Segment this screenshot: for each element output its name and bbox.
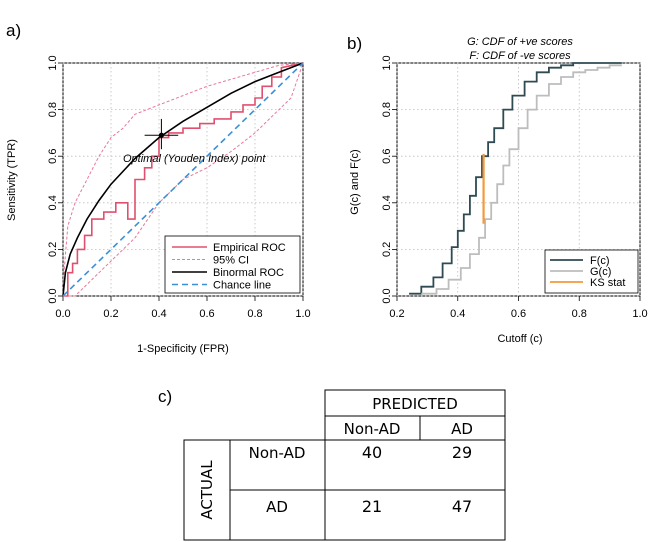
roc-ytick-label: 0.6 [47,149,59,164]
roc-ytick-label: 0.4 [47,195,59,210]
roc-ticks: 0.0 0.2 0.4 0.6 0.8 1.0 0.0 0.2 0.4 0.6 0.8 1.0 [47,55,311,320]
cdf-series [409,62,622,295]
panel-label-c: c) [158,387,172,406]
roc-chart: 0.0 0.2 0.4 0.6 0.8 1.0 0.0 0.2 0.4 0.6 0.8 1.0 Opt… [6,55,311,355]
cdf-xtick-label: 0.2 [389,308,404,320]
roc-legend-label: 95% CI [213,255,249,267]
roc-ytick-label: 0.0 [47,288,59,303]
roc-optimal-marker [158,132,164,138]
confusion-matrix: PREDICTED Non-AD AD ACTUAL Non-AD AD 40 … [183,389,506,541]
roc-xtick-label: 0.0 [55,308,70,320]
cdf-subtitle: F: CDF of -ve scores [469,50,571,62]
cm-actual-label: ACTUAL [198,460,216,520]
roc-legend-label: Chance line [213,280,271,292]
panel-label-a: a) [6,21,21,40]
cdf-legend-box [544,249,639,294]
roc-ci-upper-line [62,62,304,285]
roc-empirical-line [63,62,304,297]
cdf-g-line [421,64,622,295]
roc-ylabel: Sensitivity (TPR) [6,139,18,221]
cdf-ytick-label: 0.0 [381,288,393,303]
cdf-xtick-label: 0.6 [511,308,526,320]
cdf-xtick-label: 0.8 [572,308,587,320]
roc-xtick-label: 0.8 [247,308,262,320]
roc-xtick-label: 0.2 [103,308,118,320]
cm-cell-ad-nonad: 21 [362,497,382,516]
roc-xtick-label: 0.4 [151,308,166,320]
cdf-ylabel: G(c) and F(c) [349,149,361,214]
cm-row-label-non-ad: Non-AD [249,444,306,462]
roc-ytick-label: 1.0 [47,55,59,70]
roc-xtick-label: 0.6 [199,308,214,320]
roc-xtick-label: 1.0 [295,308,310,320]
cdf-title: G: CDF of +ve scores [467,36,573,48]
cdf-ytick-label: 0.8 [381,102,393,117]
roc-ytick-label: 0.2 [47,242,59,257]
cdf-ytick-label: 1.0 [381,55,393,70]
cm-predicted-label: PREDICTED [372,395,458,413]
roc-chance-line [62,62,304,297]
cdf-chart: G: CDF of +ve scores F: CDF of -ve score… [349,36,648,345]
roc-ci-lower-line [63,62,304,297]
cdf-legend-label: F(c) [590,255,610,267]
cdf-xtick-label: 1.0 [632,308,647,320]
cm-cell-ad-ad: 47 [452,497,472,516]
cdf-legend: F(c)G(c)KS stat [544,249,639,294]
cdf-ytick-label: 0.4 [381,195,393,210]
cdf-ticks: 0.2 0.4 0.6 0.8 1.0 0.0 0.2 0.4 0.6 0.8 1.0 [381,55,648,320]
cdf-ytick-label: 0.2 [381,242,393,257]
roc-binormal-line [62,62,304,297]
cm-col-label-ad: AD [451,420,473,438]
cdf-legend-label: KS stat [590,277,625,289]
cm-row-label-ad: AD [266,498,288,516]
cdf-ytick-label: 0.6 [381,149,393,164]
cdf-xtick-label: 0.4 [450,308,465,320]
roc-optimal-point [144,118,179,150]
cm-cell-nonad-ad: 29 [452,443,472,462]
cm-col-label-non-ad: Non-AD [344,420,401,438]
roc-xlabel: 1-Specificity (FPR) [137,343,229,355]
cdf-xlabel: Cutoff (c) [497,333,542,345]
cdf-legend-label: G(c) [590,266,611,278]
roc-grid [62,62,304,297]
roc-series [62,62,304,297]
roc-legend-label: Empirical ROC [213,242,286,254]
cdf-f-line [409,62,622,295]
roc-legend-box [164,235,301,294]
cm-cell-nonad-nonad: 40 [362,443,382,462]
panel-label-b: b) [347,34,362,53]
roc-annotation: Optimal (Youden Index) point [123,153,266,165]
roc-ytick-label: 0.8 [47,102,59,117]
roc-legend-label: Binormal ROC [213,267,284,279]
